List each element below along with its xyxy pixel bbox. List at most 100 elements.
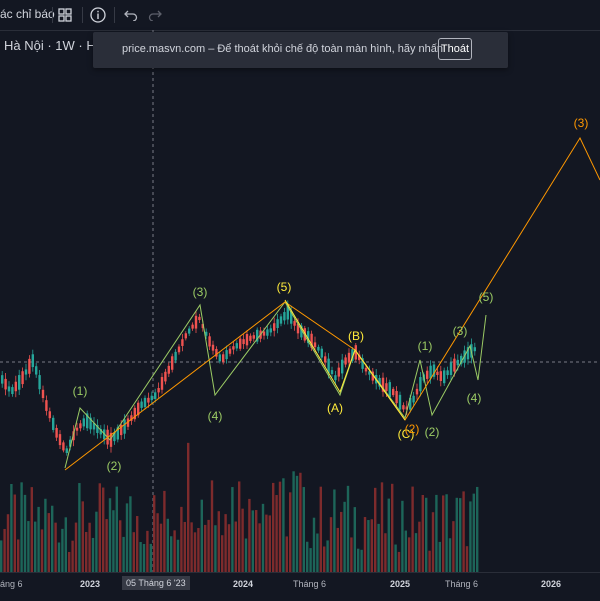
candle <box>225 350 228 360</box>
volume-bar <box>244 538 248 572</box>
x-tick-label: 2024 <box>233 579 254 589</box>
candle <box>432 364 436 377</box>
candle <box>378 377 381 387</box>
candle <box>317 346 320 351</box>
candle <box>45 400 48 411</box>
volume-bar <box>119 520 122 572</box>
candle <box>242 339 245 345</box>
volume-bar <box>459 498 462 572</box>
candle <box>249 335 252 341</box>
candle <box>171 356 174 370</box>
volume-bar <box>173 530 176 572</box>
wave-label: (3) <box>574 116 589 130</box>
candle <box>133 407 136 420</box>
candle <box>62 442 65 451</box>
volume-bar <box>278 481 282 572</box>
candle <box>116 427 119 440</box>
candle <box>194 315 198 329</box>
candle <box>310 333 313 348</box>
price-chart[interactable]: (1) (2) (3) (4) (5) (B) (A) (C) (1) (2) (3) (4) (5) (… <box>0 30 600 572</box>
wave-label: (2) <box>107 459 122 473</box>
toolbar-divider <box>52 7 53 23</box>
candle <box>453 358 456 372</box>
volume-bar <box>384 533 387 572</box>
volume-bar <box>343 501 346 572</box>
candle <box>35 366 38 375</box>
volume-bar <box>115 486 118 572</box>
volume-bar <box>214 525 217 572</box>
volume-bar <box>27 521 30 572</box>
volume-bar <box>74 522 78 572</box>
wave-label: (2) <box>425 425 440 439</box>
time-axis[interactable]: áng 6 2023 05 Tháng 6 '23 2024 Tháng 6 2… <box>0 572 600 601</box>
volume-bar <box>329 517 333 572</box>
candle <box>140 401 143 408</box>
volume-bar <box>190 522 193 572</box>
volume-bar <box>455 497 458 572</box>
volume-bar <box>326 540 329 572</box>
candle <box>208 336 211 347</box>
volume-bar <box>346 485 350 572</box>
volume-bar <box>23 494 27 572</box>
undo-icon[interactable] <box>121 5 141 25</box>
candle <box>232 346 235 350</box>
candle <box>368 371 371 375</box>
volume-bar <box>472 493 475 572</box>
candle <box>415 388 419 395</box>
volume-bar <box>207 519 210 572</box>
volume-bar <box>408 537 411 572</box>
candle <box>279 316 283 324</box>
candle <box>337 367 340 377</box>
candle <box>239 338 242 349</box>
candle <box>371 371 374 381</box>
volume-bar <box>272 482 275 572</box>
volume-bar <box>88 522 91 572</box>
indicators-button[interactable]: ác chỉ báo <box>0 7 55 21</box>
volume-bar <box>238 481 241 572</box>
toolbar-divider <box>114 7 115 23</box>
volume-bar <box>445 494 448 572</box>
volume-bar <box>64 517 67 572</box>
exit-fullscreen-button[interactable]: Thoát <box>438 38 472 60</box>
redo-icon[interactable] <box>145 5 165 25</box>
x-tick-label: 2025 <box>390 579 411 589</box>
candle <box>181 339 184 346</box>
volume-bar <box>61 528 64 572</box>
candle <box>405 406 408 410</box>
candle <box>354 345 357 360</box>
volume-bar <box>414 533 418 572</box>
candle <box>256 329 259 342</box>
volume-bar <box>268 515 271 572</box>
candle <box>419 377 422 392</box>
volume-bar <box>231 487 234 572</box>
volume-bar <box>340 511 343 572</box>
candle <box>69 439 72 447</box>
candle <box>177 346 181 353</box>
volume-bar <box>435 494 438 572</box>
candle <box>313 342 317 348</box>
volume-bar <box>132 532 135 572</box>
volume-bar <box>448 538 452 572</box>
candle <box>157 388 160 393</box>
candle <box>385 383 388 392</box>
candle <box>398 394 402 410</box>
volume-bar <box>170 536 173 572</box>
candle <box>449 362 453 375</box>
templates-grid-icon[interactable] <box>55 5 75 25</box>
info-circle-icon[interactable] <box>88 5 108 25</box>
fullscreen-message: price.masvn.com – Để thoát khỏi chế độ t… <box>122 43 444 55</box>
volume-bar <box>299 472 302 572</box>
volume-bar <box>17 539 20 572</box>
candle <box>327 358 330 373</box>
volume-bar <box>292 471 295 572</box>
candle <box>99 428 102 435</box>
x-tick-label: 2023 <box>80 579 101 589</box>
symbol-legend[interactable]: Hà Nội · 1W · HNX <box>4 38 114 53</box>
candle <box>120 424 123 436</box>
wave-label: (B) <box>348 329 364 343</box>
volume-bar <box>265 514 268 572</box>
volume-bar <box>255 510 258 572</box>
candle <box>55 427 58 438</box>
volume-bar <box>54 522 57 572</box>
wave-label: (A) <box>327 401 343 415</box>
